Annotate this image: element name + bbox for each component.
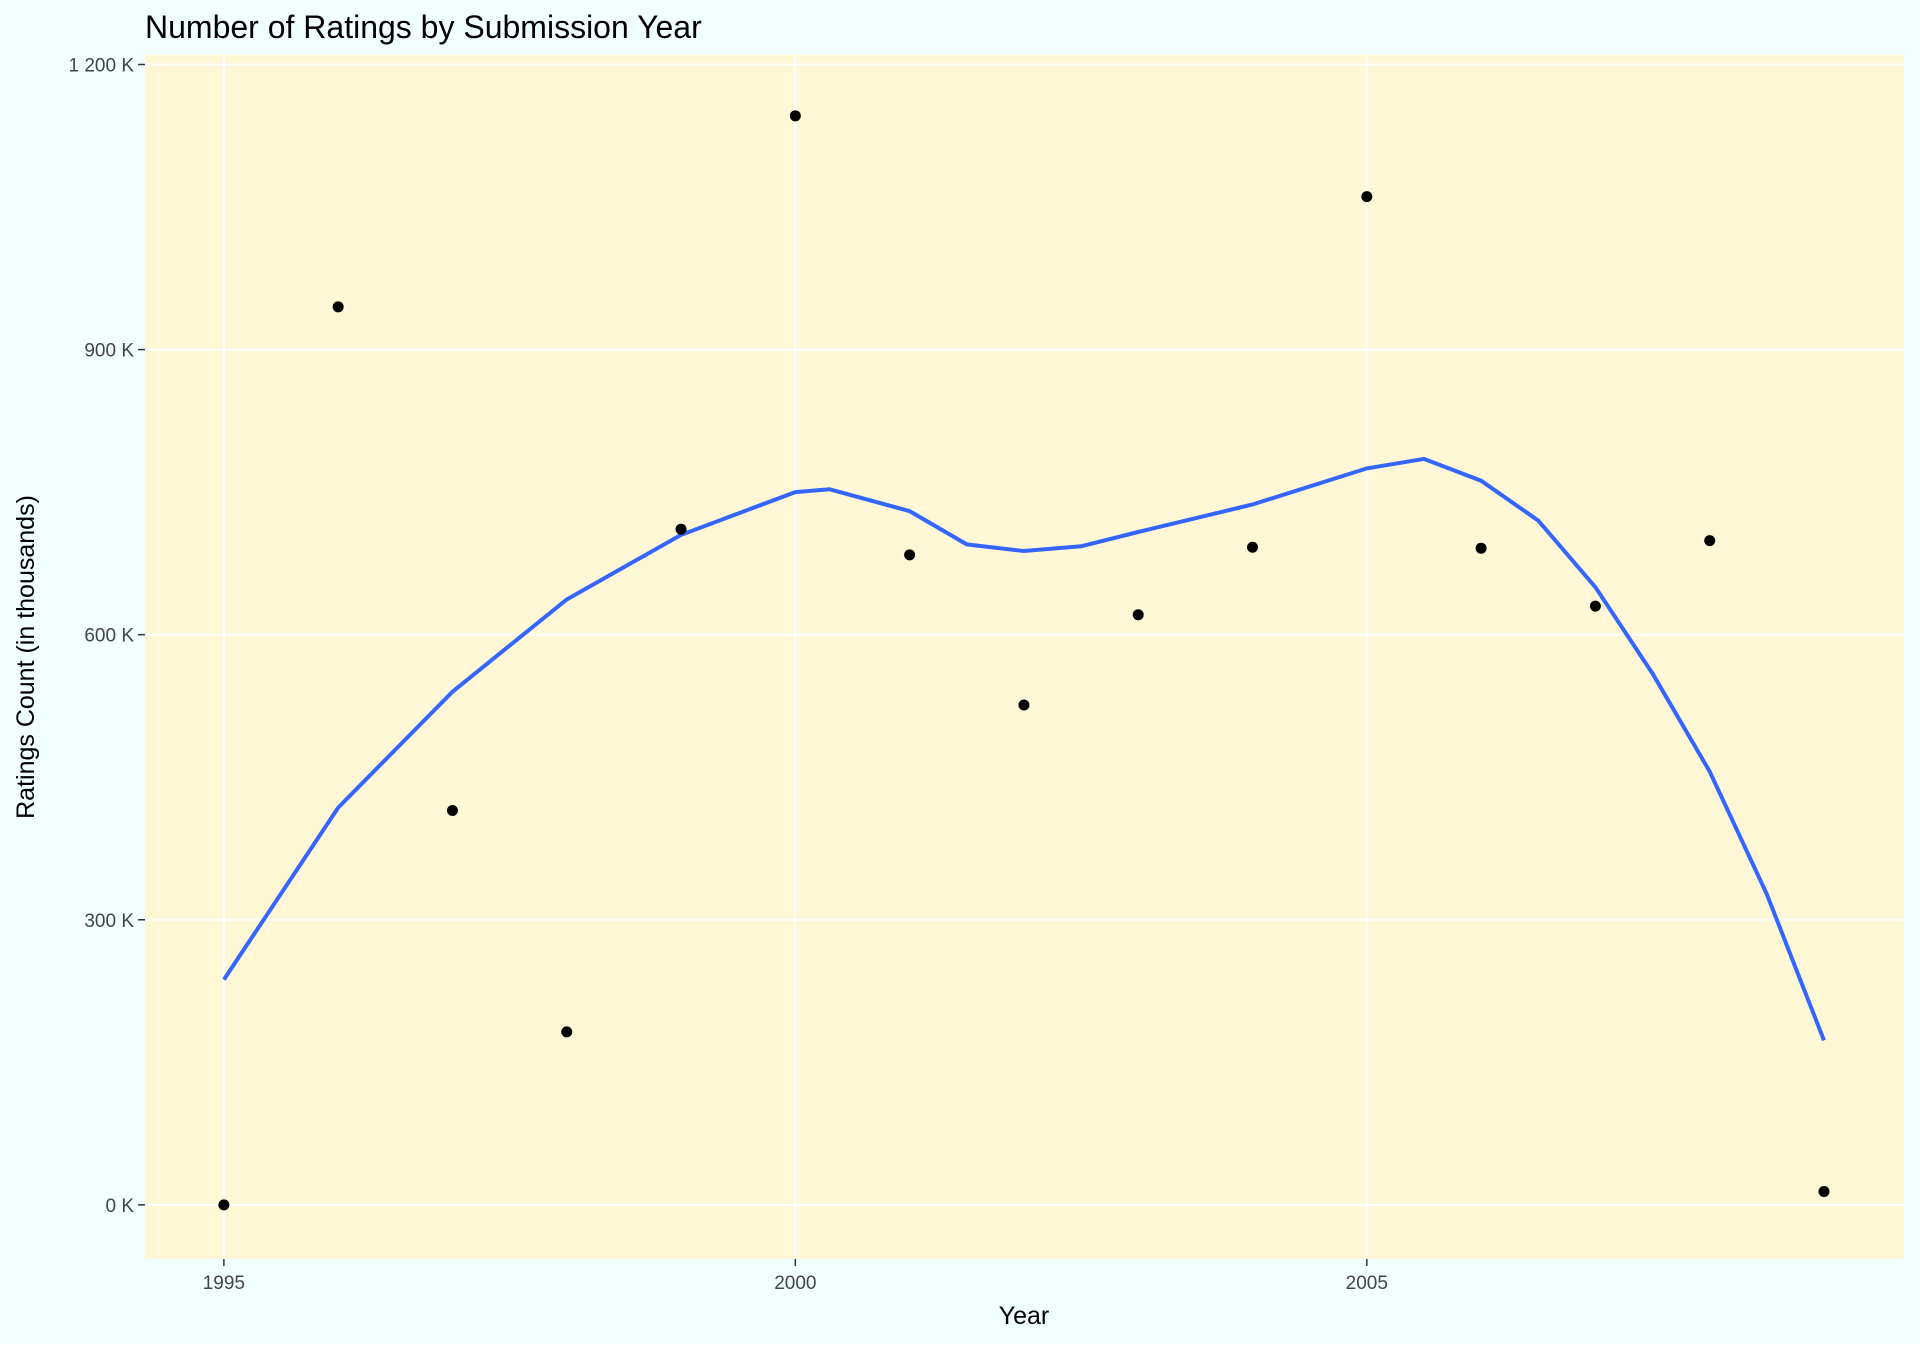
point [1018, 699, 1030, 711]
point [1475, 542, 1487, 554]
x-axis-title: Year [999, 1302, 1050, 1330]
point [1704, 535, 1716, 547]
point [1132, 609, 1144, 621]
point [1589, 600, 1601, 612]
point [446, 804, 458, 816]
chart-title: Number of Ratings by Submission Year [145, 9, 702, 45]
point [904, 549, 916, 561]
y-tick-label: 600 K [84, 626, 134, 647]
y-axis-title: Ratings Count (in thousands) [12, 495, 40, 819]
y-tick-label: 0 K [105, 1196, 134, 1217]
point [561, 1026, 573, 1038]
point [789, 110, 801, 122]
x-tick-label: 1995 [203, 1273, 245, 1294]
plot-panel [145, 55, 1904, 1259]
trend-line [222, 456, 1826, 1042]
y-tick-label: 300 K [84, 911, 134, 932]
point [1818, 1186, 1830, 1198]
point [332, 301, 344, 313]
point [1247, 541, 1259, 553]
x-tick-label: 2005 [1346, 1273, 1388, 1294]
point [675, 523, 687, 535]
point [218, 1199, 230, 1211]
point [1361, 191, 1373, 203]
x-tick-label: 2000 [774, 1273, 816, 1294]
y-tick-label: 900 K [84, 341, 134, 362]
y-tick-label: 1 200 K [69, 56, 135, 77]
